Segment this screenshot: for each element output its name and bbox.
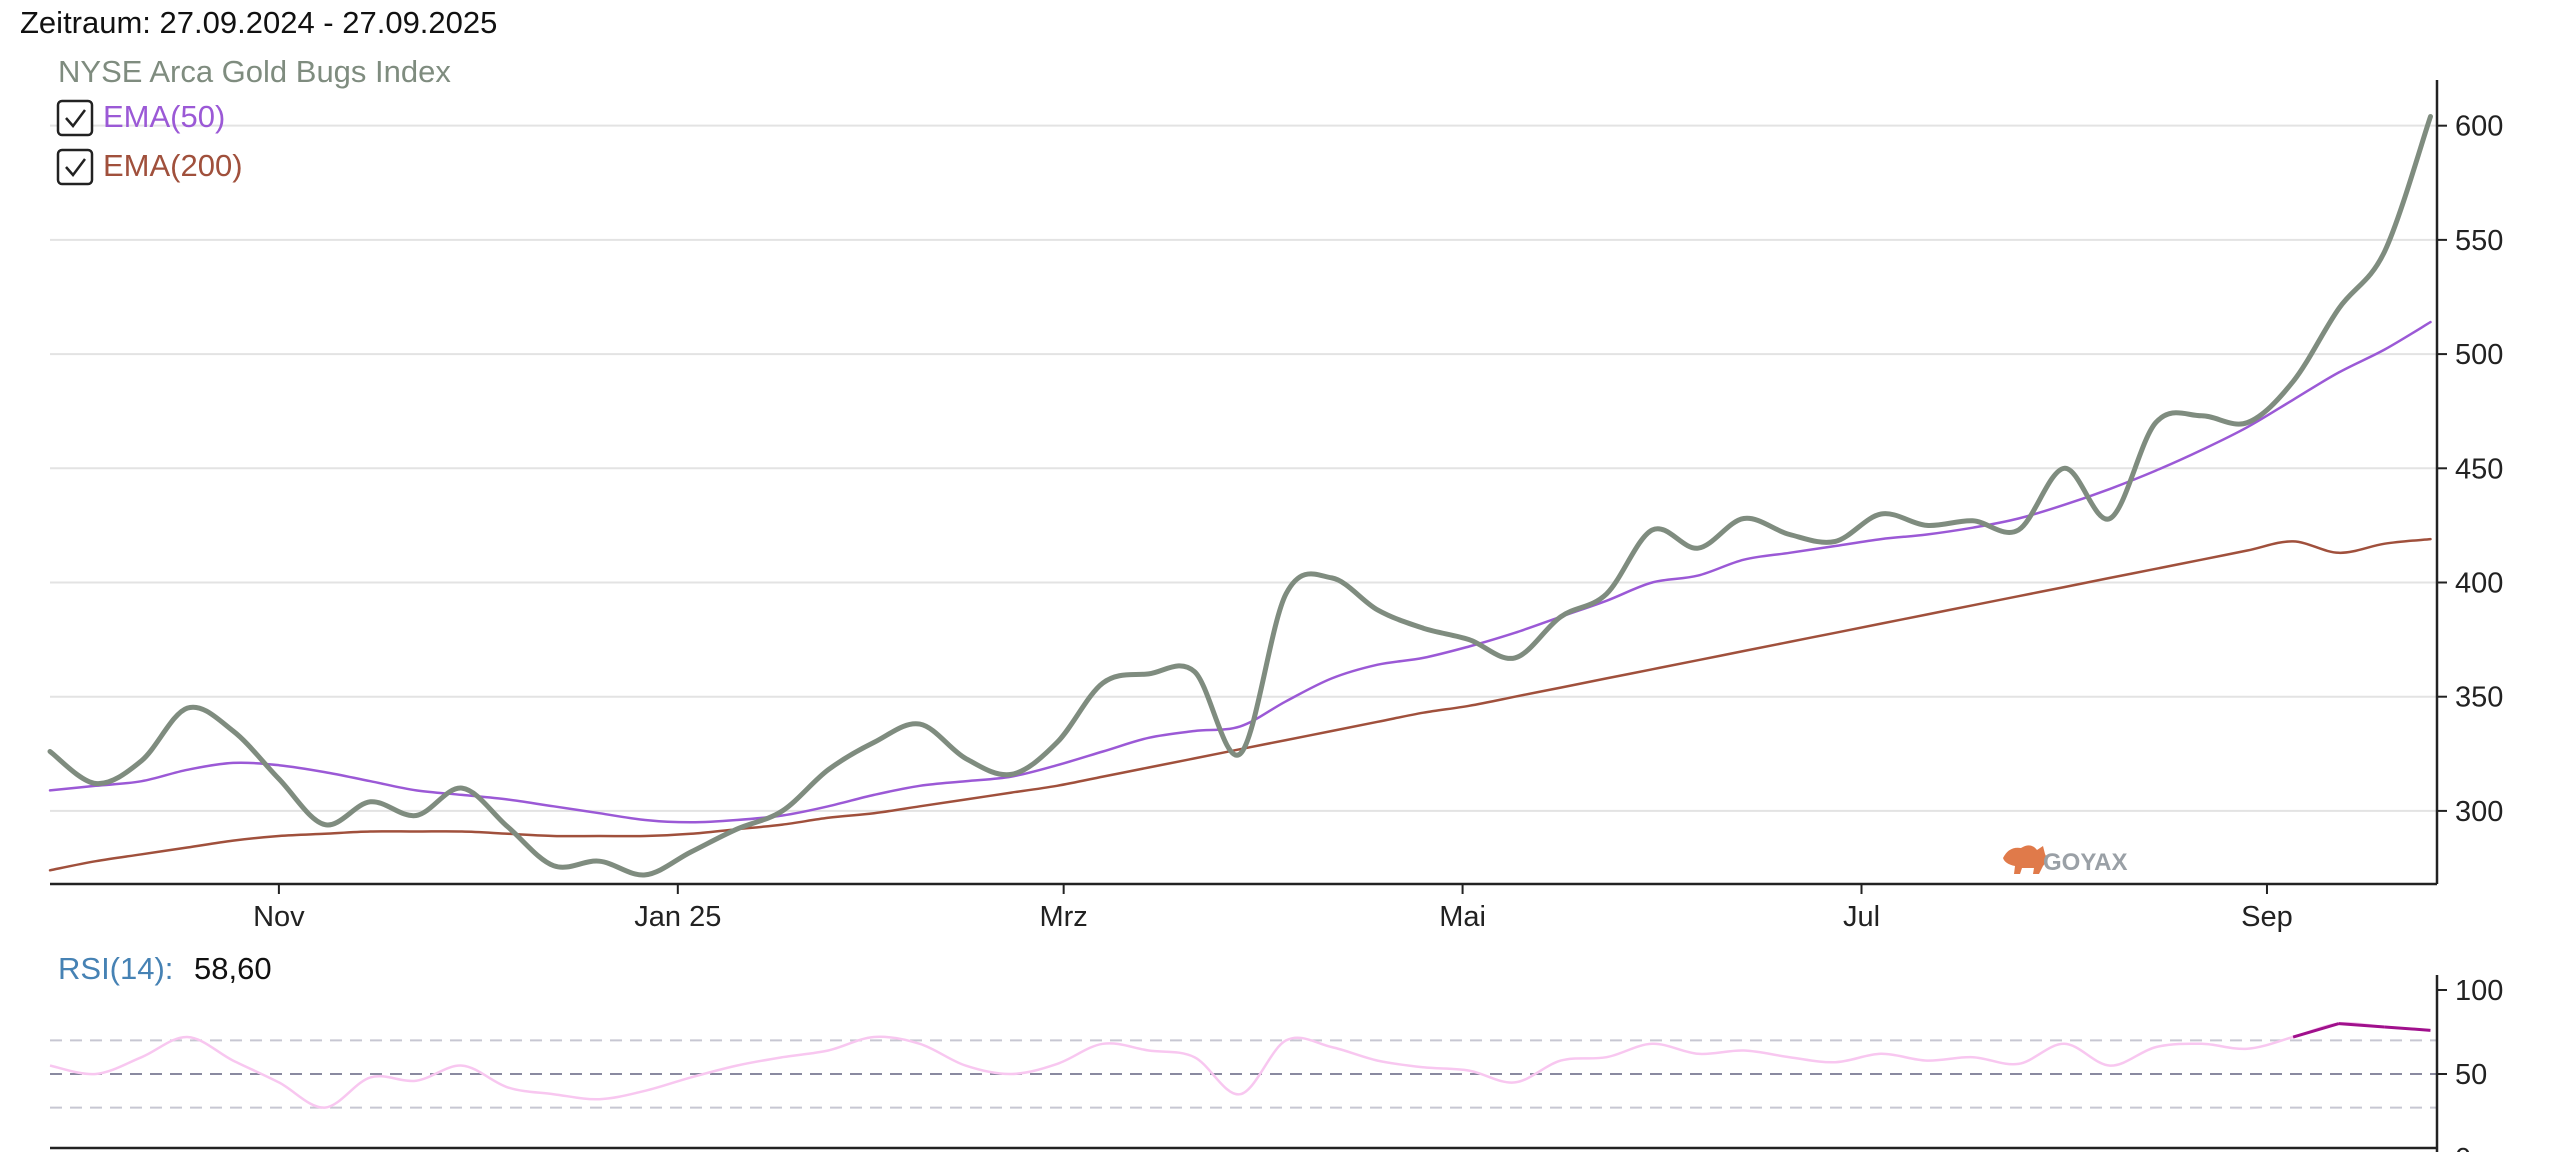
check-icon <box>65 109 86 128</box>
x-tick-label: Mrz <box>1039 901 1087 933</box>
main-series <box>47 114 2433 878</box>
x-tick-label: Nov <box>253 901 305 933</box>
bull-icon <box>2003 845 2047 874</box>
legend-ema50[interactable]: EMA(50) <box>56 99 225 137</box>
y-tick-label: 500 <box>2455 339 2503 371</box>
period-label: Zeitraum: 27.09.2024 - 27.09.2025 <box>20 5 497 40</box>
x-tick-labels: Nov Jan 25 Mrz Mai Jul Sep <box>253 884 2293 933</box>
ema50-checkbox[interactable] <box>56 99 94 137</box>
legend-ema200[interactable]: EMA(200) <box>56 148 243 186</box>
price-line <box>47 114 2433 878</box>
y-tick-label: 350 <box>2455 682 2503 714</box>
x-tick-label: Jan 25 <box>634 901 721 933</box>
goyax-logo: GOYAX <box>2003 845 2127 876</box>
y-tick-label: 600 <box>2455 111 2503 143</box>
watermark-text: GOYAX <box>2043 849 2127 876</box>
y-tick-label: 450 <box>2455 453 2503 485</box>
main-y-tick-labels: 300 350 400 450 500 550 600 <box>2437 111 2503 828</box>
legend-ema200-label: EMA(200) <box>103 148 243 183</box>
ema200-line <box>48 537 2432 872</box>
rsi-value: 58,60 <box>194 951 272 986</box>
x-tick-label: Mai <box>1439 901 1486 933</box>
rsi-extreme-segment <box>2292 1022 2340 1039</box>
rsi-tick-label: 50 <box>2455 1059 2487 1091</box>
ema50-line <box>48 320 2432 824</box>
rsi-label: RSI(14): <box>58 951 173 986</box>
chart-title: NYSE Arca Gold Bugs Index <box>58 54 451 89</box>
ema200-checkbox[interactable] <box>56 148 94 186</box>
rsi-tick-label: 0 <box>2455 1143 2471 1152</box>
rsi-panel: 0 50 100 <box>49 975 2503 1152</box>
y-tick-label: 400 <box>2455 568 2503 600</box>
rsi-extreme-segment <box>2338 1022 2385 1029</box>
y-tick-label: 300 <box>2455 796 2503 828</box>
check-icon <box>65 158 86 177</box>
axes <box>50 80 2439 1152</box>
x-tick-label: Sep <box>2241 901 2293 933</box>
x-tick-label: Jul <box>1843 901 1880 933</box>
rsi-line <box>49 1021 2431 1109</box>
rsi-tick-label: 100 <box>2455 975 2503 1007</box>
rsi-extreme-segment <box>2384 1025 2431 1032</box>
main-grid <box>50 124 2437 812</box>
legend-ema50-label: EMA(50) <box>103 99 225 134</box>
y-tick-label: 550 <box>2455 225 2503 257</box>
